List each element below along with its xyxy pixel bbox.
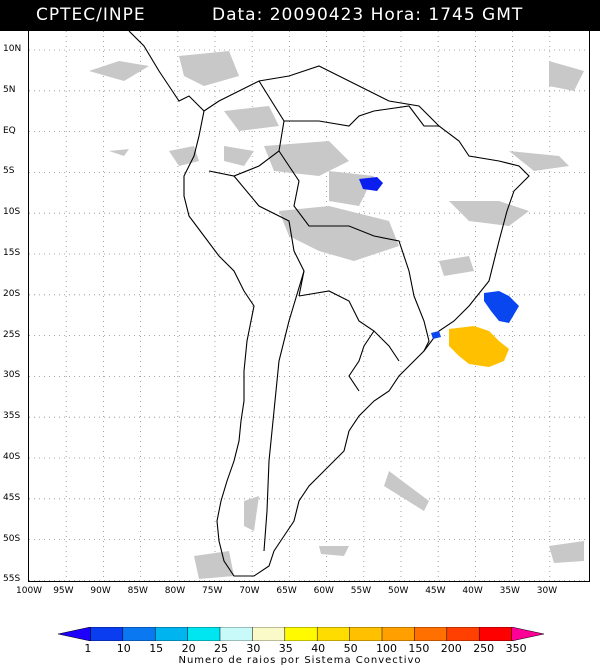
colorbar-segment — [511, 627, 544, 641]
ray-cluster-north — [359, 177, 383, 191]
colorbar-tick: 10 — [116, 642, 131, 655]
lat-label: 55S — [3, 574, 21, 585]
lon-label: 75W — [202, 586, 223, 596]
colorbar-segment — [187, 627, 221, 641]
colorbar-segment — [446, 627, 480, 641]
colorbar-segment — [122, 627, 156, 641]
lat-label: 10N — [3, 44, 22, 54]
cloud-cover — [89, 51, 584, 579]
colorbar-tick: 20 — [181, 642, 196, 655]
colorbar-segment — [252, 627, 286, 641]
lon-label: 70W — [239, 586, 260, 596]
lightning-systems — [359, 177, 519, 367]
source-label: CPTEC/INPE — [36, 5, 146, 25]
colorbar-tick: 50 — [343, 642, 358, 655]
lat-label: 50S — [3, 533, 21, 544]
lon-label: 95W — [53, 586, 74, 596]
land-outline — [128, 30, 530, 577]
ray-cluster-ocean — [449, 326, 509, 367]
lon-label: 85W — [127, 586, 148, 596]
lon-label: 90W — [90, 586, 111, 596]
colorbar-segment — [58, 627, 91, 641]
lon-label: 50W — [388, 586, 409, 596]
date-time-label: Data: 20090423 Hora: 1745 GMT — [212, 5, 524, 25]
colorbar-tick: 40 — [311, 642, 326, 655]
lat-label: 40S — [3, 452, 21, 462]
lon-label: 80W — [164, 586, 186, 596]
ray-cluster-east — [484, 291, 519, 323]
colorbar-tick: 150 — [408, 642, 430, 655]
lat-label: 10S — [3, 207, 21, 218]
colorbar-tick: 100 — [376, 642, 397, 655]
lon-label: 35W — [499, 586, 520, 596]
colorbar-segment — [316, 627, 351, 641]
colorbar-segment — [349, 627, 383, 641]
map-svg — [29, 30, 589, 581]
colorbar-segment — [284, 627, 318, 641]
lon-label: 65W — [276, 586, 297, 596]
colorbar-segment — [478, 627, 513, 641]
lat-label: 5N — [3, 84, 16, 95]
lat-label: 30S — [3, 370, 21, 381]
lat-label: 20S — [3, 288, 21, 299]
colorbar-segment — [414, 627, 448, 641]
lon-label: 55W — [350, 586, 372, 596]
ray-cluster-coast — [431, 331, 441, 339]
colorbar-tick: 25 — [214, 642, 228, 655]
lat-label: 35S — [3, 411, 21, 422]
colorbar-segment — [154, 627, 189, 641]
lat-label: 15S — [3, 248, 21, 258]
colorbar-segment — [90, 627, 124, 641]
colorbar-tick: 200 — [440, 642, 462, 655]
colorbar-tick: 350 — [505, 642, 527, 655]
colorbar-segment — [381, 627, 416, 641]
lon-label: 30W — [536, 586, 558, 596]
map-header: CPTEC/INPE Data: 20090423 Hora: 1745 GMT — [0, 0, 600, 31]
legend-title: Numero de raios por Sistema Convectivo — [178, 655, 422, 666]
colorbar-tick: 1 — [84, 642, 92, 655]
lon-label: 100W — [16, 586, 43, 596]
lat-label: EQ — [3, 125, 16, 136]
colorbar-tick: 35 — [278, 642, 293, 655]
lat-label: 25S — [3, 329, 21, 340]
colorbar-segment — [219, 627, 254, 641]
lon-label: 45W — [425, 586, 446, 596]
lon-label: 60W — [313, 586, 334, 596]
colorbar-tick: 30 — [246, 642, 261, 655]
lon-label: 40W — [462, 586, 483, 596]
lat-label: 45S — [3, 492, 21, 503]
map-frame — [28, 30, 590, 582]
lightning-colorbar — [58, 627, 544, 641]
colorbar-tick: 250 — [473, 642, 495, 655]
lat-label: 5S — [3, 166, 15, 177]
colorbar-tick: 15 — [149, 642, 164, 655]
